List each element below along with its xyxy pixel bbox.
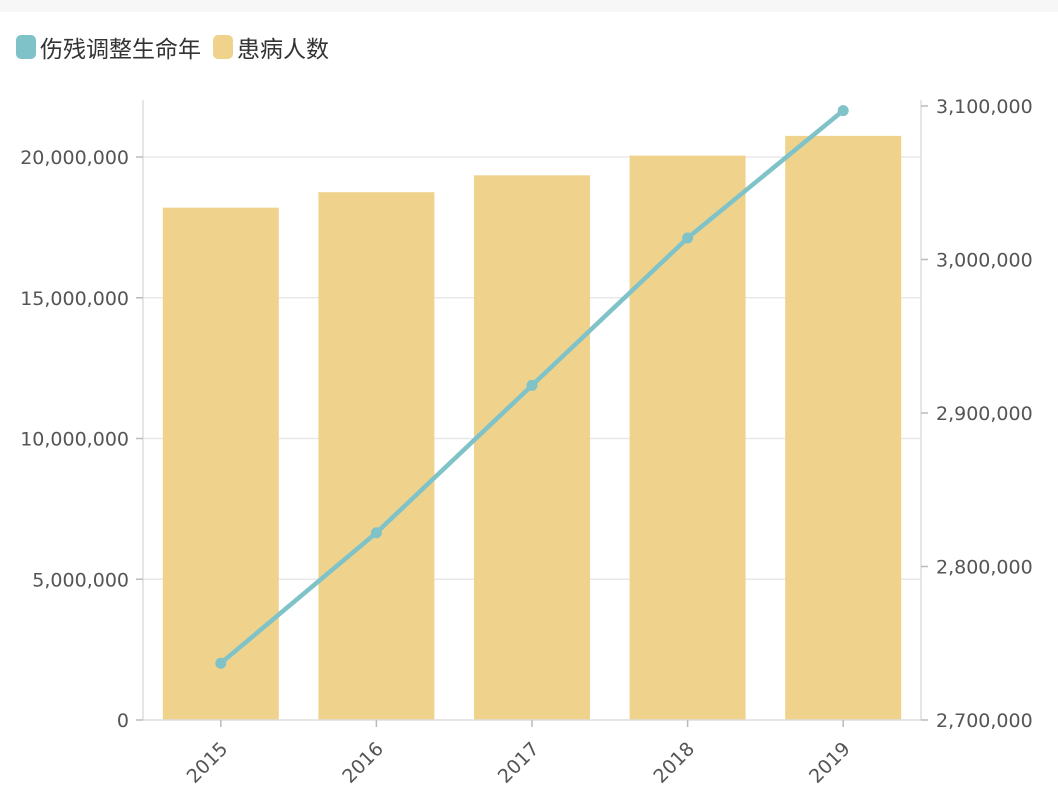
y-left-tick-label: 15,000,000 xyxy=(20,288,129,310)
bar-2016 xyxy=(318,192,435,720)
chart-legend: 伤残调整生命年 患病人数 xyxy=(16,30,329,64)
legend-item-line[interactable]: 伤残调整生命年 xyxy=(16,30,201,64)
y-left-tick-label: 0 xyxy=(117,710,129,732)
line-point-2019 xyxy=(837,105,849,117)
legend-label-bar: 患病人数 xyxy=(237,37,329,63)
legend-swatch-bar xyxy=(213,35,233,59)
y-right-tick-label: 3,000,000 xyxy=(936,250,1033,272)
y-right-tick-label: 3,100,000 xyxy=(936,96,1033,118)
bar-2019 xyxy=(785,135,902,720)
legend-swatch-line xyxy=(16,35,36,59)
x-tick-label: 2017 xyxy=(494,738,544,788)
bar-2015 xyxy=(162,207,279,721)
legend-item-bar[interactable]: 患病人数 xyxy=(213,30,329,64)
x-tick-label: 2015 xyxy=(183,738,233,788)
y-left-tick-label: 10,000,000 xyxy=(20,429,129,451)
x-tick-label: 2019 xyxy=(805,738,855,788)
y-right-tick-label: 2,800,000 xyxy=(936,557,1033,579)
y-right-tick-label: 2,900,000 xyxy=(936,403,1033,425)
line-point-2015 xyxy=(215,657,227,669)
legend-label-line: 伤残调整生命年 xyxy=(40,37,201,63)
x-tick-label: 2016 xyxy=(338,738,388,788)
y-left-tick-label: 20,000,000 xyxy=(20,147,129,169)
y-left-tick-label: 5,000,000 xyxy=(32,569,129,591)
bar-2018 xyxy=(629,155,746,720)
line-point-2017 xyxy=(526,379,538,391)
y-right-tick-label: 2,700,000 xyxy=(936,710,1033,732)
bar-2017 xyxy=(474,175,590,721)
line-point-2018 xyxy=(682,232,694,244)
x-tick-label: 2018 xyxy=(649,738,699,788)
line-point-2016 xyxy=(370,527,382,539)
